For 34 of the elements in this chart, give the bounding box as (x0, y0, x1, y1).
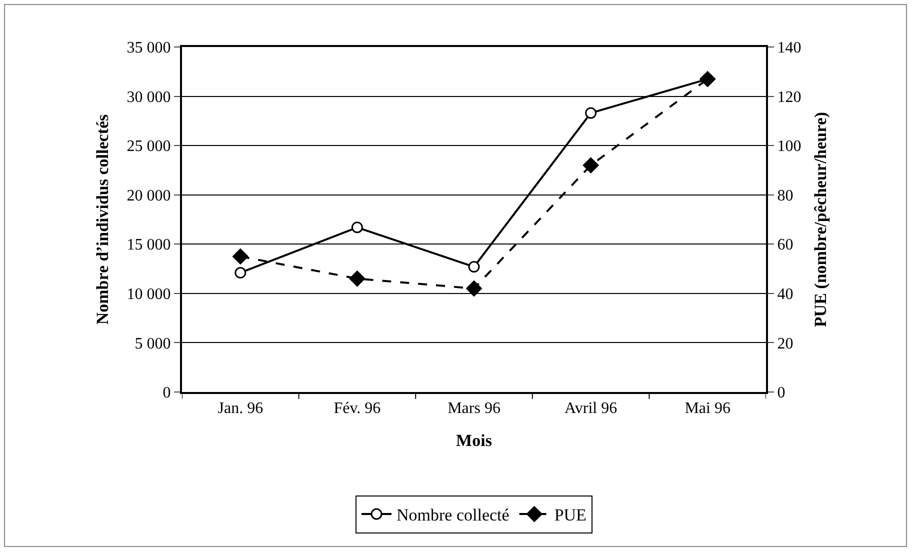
y2-axis-title: PUE (nombre/pêcheur/heure) (811, 112, 830, 328)
y-tick-label: 30 000 (126, 88, 171, 106)
y2-tick-label: 20 (777, 335, 794, 352)
point (466, 280, 482, 296)
legend-label: PUE (554, 506, 586, 525)
x-tick-label: Avril 96 (564, 400, 618, 418)
point (582, 157, 599, 174)
x-tick-label: Mars 96 (448, 400, 500, 418)
point (349, 270, 366, 287)
point (468, 261, 480, 273)
y-tick-label: 35 000 (126, 40, 171, 57)
y-tick-label: 20 000 (126, 187, 171, 204)
y-axis-title: Nombre d’individus collectés (92, 114, 112, 325)
x-tick-label: Jan. 96 (218, 400, 264, 418)
y-tick-label: 10 000 (126, 286, 171, 304)
x-axis-title: Mois (456, 431, 492, 450)
point (585, 107, 597, 119)
y2-tick-label: 140 (777, 40, 802, 57)
y-tick-label: 0 (162, 384, 171, 402)
y2-tick-label: 40 (777, 286, 794, 304)
y2-tick-label: 120 (777, 88, 802, 106)
y2-tick-label: 80 (777, 187, 794, 204)
point (351, 222, 363, 234)
y2-tick-label: 0 (777, 384, 786, 402)
x-tick-label: Mai 96 (684, 400, 730, 418)
y2-tick-label: 60 (777, 236, 794, 254)
y2-tick-label: 100 (777, 138, 802, 156)
point (234, 266, 246, 278)
y-tick-label: 25 000 (126, 138, 171, 156)
y-tick-label: 15 000 (126, 236, 171, 254)
x-tick-label: Fév. 96 (334, 400, 381, 418)
y-tick-label: 5 000 (134, 335, 171, 352)
legend-label: Nombre collecté (396, 506, 510, 525)
point (232, 248, 248, 264)
